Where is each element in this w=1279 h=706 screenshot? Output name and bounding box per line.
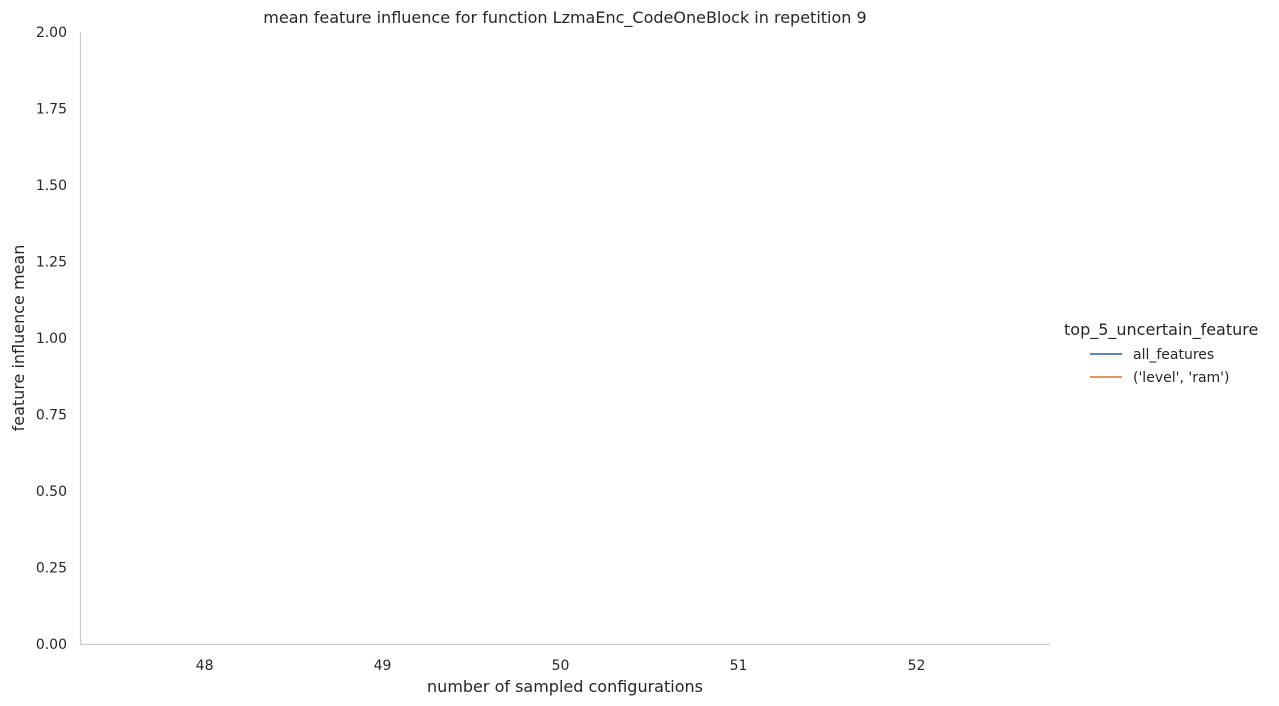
y-tick-label: 0.50 <box>36 484 67 500</box>
y-tick-label: 1.25 <box>36 255 67 271</box>
legend-label: ('level', 'ram') <box>1133 370 1229 386</box>
x-tick-label: 51 <box>730 658 748 674</box>
x-tick-label: 48 <box>196 658 214 674</box>
y-tick-label: 0.00 <box>36 637 67 653</box>
x-tick-label: 49 <box>374 658 392 674</box>
y-tick-labels: 0.00 0.25 0.50 0.75 1.00 1.25 1.50 1.75 2.00 <box>36 25 67 653</box>
y-tick-label: 2.00 <box>36 25 67 41</box>
y-tick-label: 0.75 <box>36 408 67 424</box>
legend-title: top_5_uncertain_feature <box>1064 320 1258 340</box>
x-tick-label: 50 <box>552 658 570 674</box>
x-tick-label: 52 <box>908 658 926 674</box>
y-tick-label: 1.00 <box>36 331 67 347</box>
y-tick-label: 1.50 <box>36 178 67 194</box>
y-tick-label: 0.25 <box>36 561 67 577</box>
y-tick-label: 1.75 <box>36 102 67 118</box>
y-axis-label: feature influence mean <box>9 245 28 432</box>
x-tick-labels: 48 49 50 51 52 <box>196 658 926 674</box>
legend-label: all_features <box>1133 347 1214 363</box>
x-axis-label: number of sampled configurations <box>427 677 703 696</box>
chart-title: mean feature influence for function Lzma… <box>263 8 866 28</box>
legend: top_5_uncertain_feature all_features ('le… <box>1064 320 1258 386</box>
